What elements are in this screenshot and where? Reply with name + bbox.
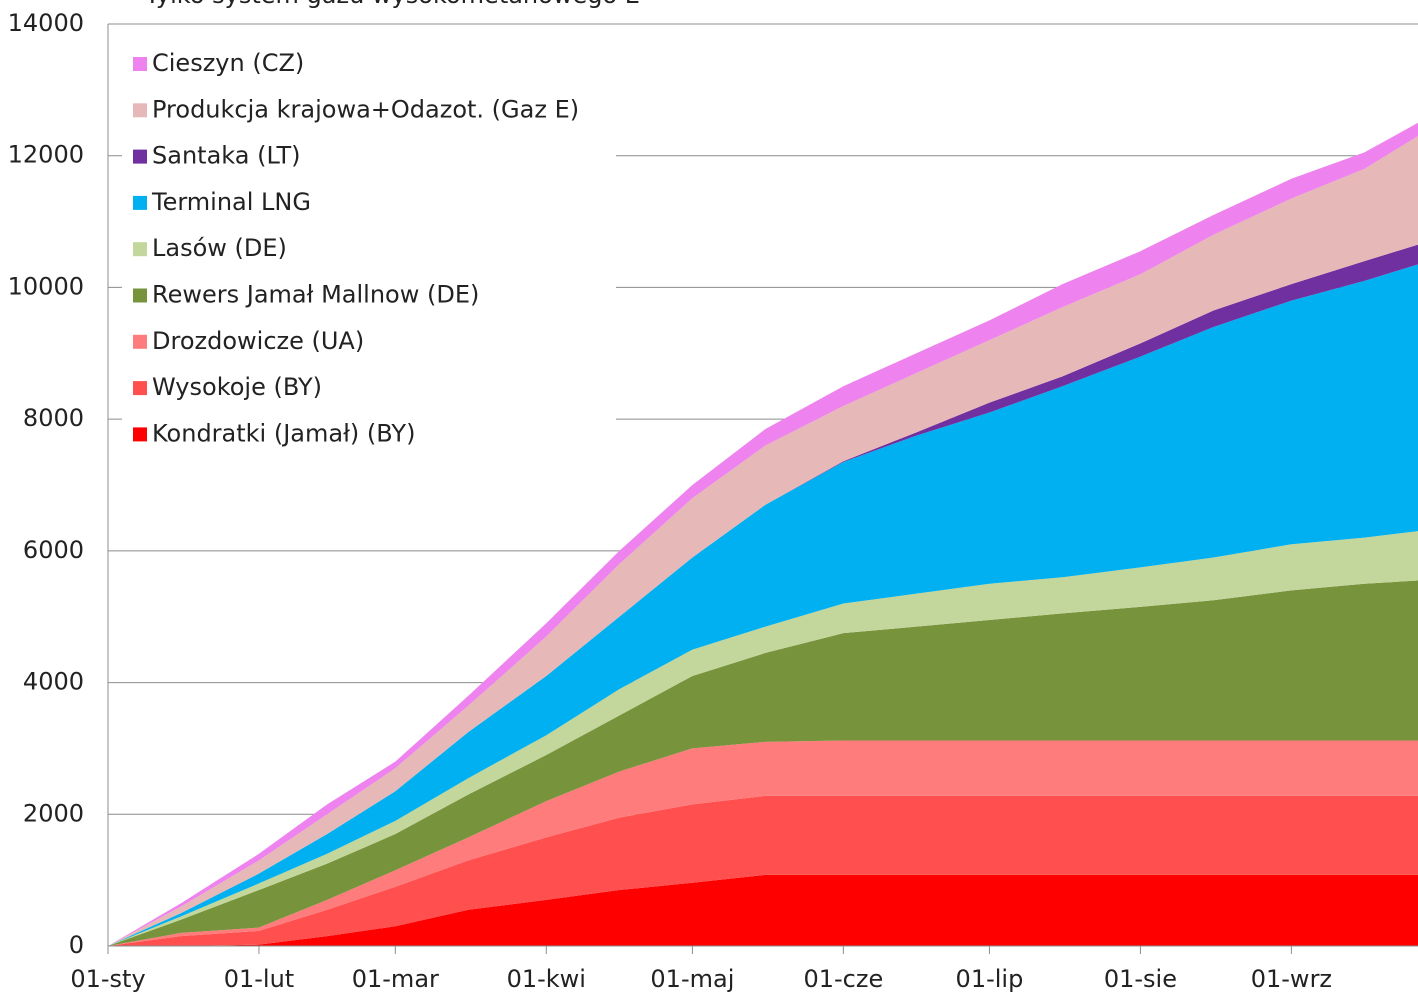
legend-swatch — [133, 381, 147, 396]
y-tick-label: 8000 — [23, 404, 84, 432]
y-tick-label: 0 — [69, 931, 84, 959]
legend-label: Terminal LNG — [151, 188, 311, 216]
area — [108, 874, 1418, 946]
legend-label: Drozdowicze (UA) — [152, 327, 364, 355]
x-tick-label: 01-wrz — [1251, 965, 1332, 993]
x-tick-label: 01-sie — [1104, 965, 1177, 993]
legend-label: Wysokoje (BY) — [152, 373, 322, 401]
legend-swatch — [133, 57, 147, 71]
area — [108, 740, 1418, 946]
legend-box — [122, 40, 616, 457]
legend-swatch — [133, 195, 147, 210]
area — [108, 135, 1418, 946]
legend-label: Lasów (DE) — [152, 234, 287, 262]
legend-label: Produkcja krajowa+Odazot. (Gaz E) — [152, 95, 579, 123]
x-tick-label: 01-lip — [956, 965, 1024, 993]
y-tick-label: 14000 — [8, 9, 84, 37]
legend-swatch — [133, 149, 147, 164]
x-tick-label: 01-cze — [803, 965, 883, 993]
x-tick-label: 01-lut — [224, 965, 295, 993]
legend-swatch — [133, 242, 147, 257]
y-tick-label: 4000 — [23, 668, 84, 696]
y-tick-label: 10000 — [8, 272, 84, 300]
y-tick-label: 2000 — [23, 799, 84, 827]
area — [108, 264, 1418, 947]
legend-swatch — [133, 334, 147, 349]
x-tick-label: 01-sty — [70, 965, 145, 993]
legend-label: Kondratki (Jamał) (BY) — [152, 419, 415, 447]
legend-swatch — [133, 288, 147, 303]
x-tick-label: 01-mar — [352, 965, 439, 993]
chart-title: Tylko system gazu wysokometanowego E — [144, 0, 640, 9]
legend-label: Rewers Jamał Mallnow (DE) — [152, 281, 479, 309]
legend-label: Cieszyn (CZ) — [152, 49, 304, 77]
legend-label: Santaka (LT) — [152, 142, 301, 170]
area — [108, 795, 1418, 946]
y-tick-label: 6000 — [23, 536, 84, 564]
x-tick-label: 01-kwi — [507, 965, 586, 993]
y-tick-label: 12000 — [8, 141, 84, 169]
area — [108, 531, 1418, 946]
area — [108, 580, 1418, 946]
legend-swatch — [133, 103, 147, 118]
legend-swatch — [133, 427, 147, 442]
x-tick-label: 01-maj — [650, 965, 734, 993]
